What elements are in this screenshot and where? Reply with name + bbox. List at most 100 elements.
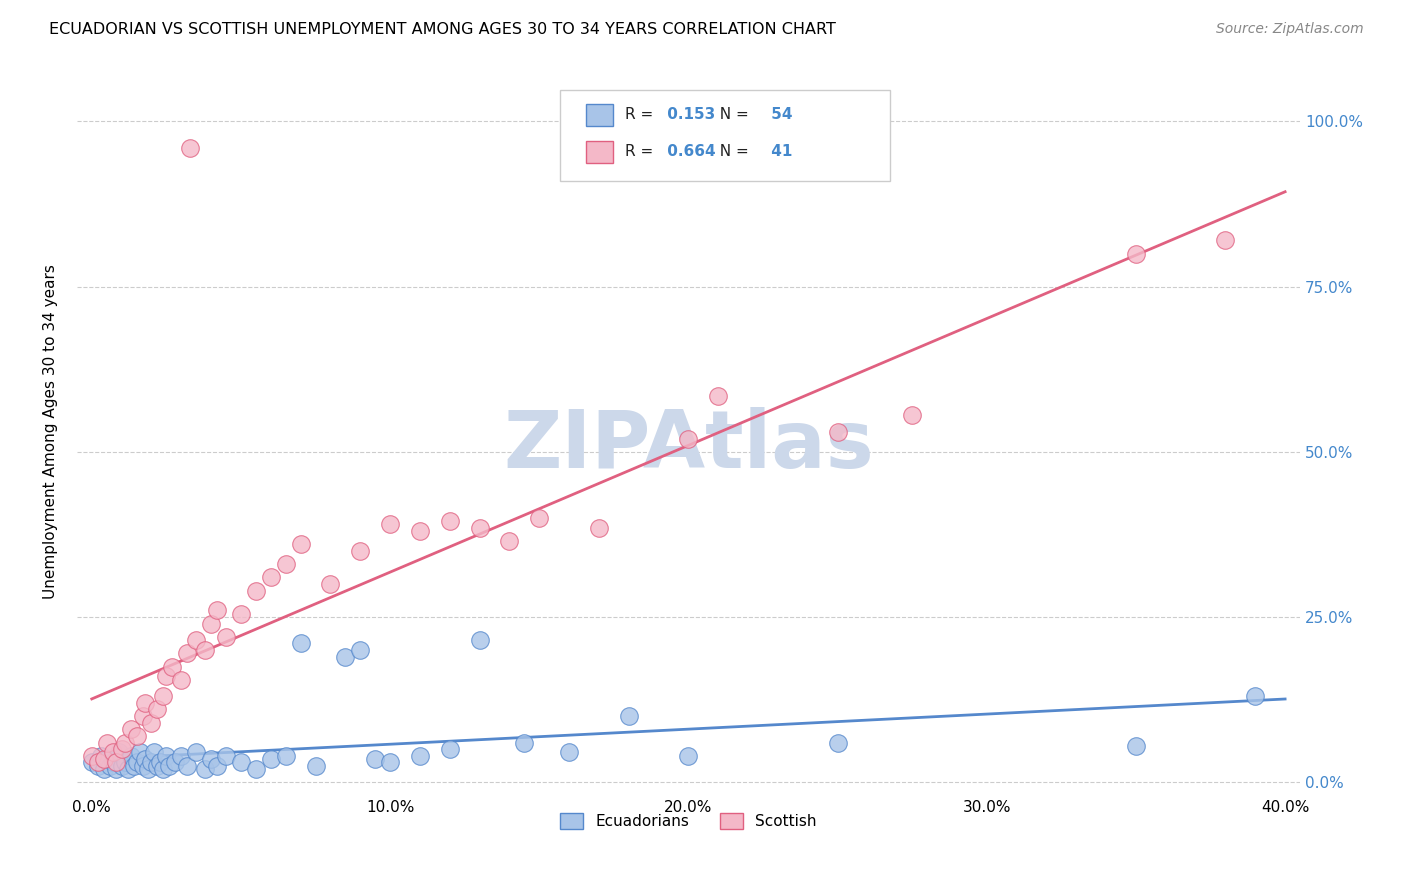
Point [245,583,267,598]
Point [96,735,118,749]
Point [260,570,283,584]
Point [149,756,172,770]
Point [87,758,110,772]
Point [176,646,198,660]
Point [111,758,134,772]
Point [114,756,136,770]
Point [87,756,110,770]
Point [125,729,148,743]
Point [290,537,312,551]
Text: R =: R = [624,145,658,159]
Point [678,748,700,763]
Point [439,514,461,528]
Point [378,756,401,770]
Point [186,633,208,648]
Point [274,557,297,571]
Legend: Ecuadorians, Scottish: Ecuadorians, Scottish [554,806,823,835]
Point [194,643,217,657]
Point [409,748,432,763]
Point [319,577,342,591]
Point [128,746,150,760]
Point [111,742,134,756]
FancyBboxPatch shape [586,104,613,126]
Point [143,746,166,760]
Point [155,669,177,683]
Point [588,521,610,535]
Point [152,762,174,776]
Point [364,752,387,766]
Point [558,746,581,760]
Point [170,673,193,687]
Point [468,633,491,648]
Point [131,758,153,772]
Point [409,524,432,538]
Point [104,756,127,770]
Point [96,752,118,766]
Point [707,389,730,403]
Point [290,636,312,650]
Point [678,432,700,446]
Point [901,409,924,423]
Point [529,511,551,525]
Point [157,758,180,772]
Point [1244,690,1267,704]
Point [349,643,371,657]
Point [93,762,115,776]
Point [304,758,326,772]
Point [122,758,145,772]
Y-axis label: Unemployment Among Ages 30 to 34 years: Unemployment Among Ages 30 to 34 years [44,265,58,599]
Text: N =: N = [710,107,754,122]
Point [378,517,401,532]
Text: 0.664: 0.664 [662,145,716,159]
Point [179,141,201,155]
Point [155,748,177,763]
Point [80,748,103,763]
Point [1125,739,1147,753]
Point [93,752,115,766]
Point [152,690,174,704]
Point [827,425,849,439]
Point [229,756,252,770]
Text: 54: 54 [765,107,792,122]
Point [439,742,461,756]
Point [131,709,153,723]
Point [194,762,217,776]
Point [215,748,238,763]
Point [165,756,187,770]
Point [229,607,252,621]
Point [107,746,129,760]
Point [349,544,371,558]
Point [134,696,156,710]
Point [245,762,267,776]
Point [186,746,208,760]
Point [498,533,520,548]
Point [101,746,124,760]
Text: R =: R = [624,107,658,122]
Point [215,630,238,644]
Point [468,521,491,535]
Point [117,762,139,776]
FancyBboxPatch shape [586,141,613,162]
Point [90,748,112,763]
Point [162,659,184,673]
Point [205,603,228,617]
Point [141,715,163,730]
Point [98,758,121,772]
FancyBboxPatch shape [560,90,890,181]
Text: ECUADORIAN VS SCOTTISH UNEMPLOYMENT AMONG AGES 30 TO 34 YEARS CORRELATION CHART: ECUADORIAN VS SCOTTISH UNEMPLOYMENT AMON… [49,22,837,37]
Point [176,758,198,772]
Point [80,756,103,770]
Point [141,756,163,770]
Point [146,758,169,772]
Text: 0.153: 0.153 [662,107,714,122]
Text: Source: ZipAtlas.com: Source: ZipAtlas.com [1216,22,1364,37]
Point [170,748,193,763]
Point [513,735,536,749]
Point [200,616,222,631]
Point [1125,246,1147,260]
Point [101,756,124,770]
Point [827,735,849,749]
Point [146,702,169,716]
Point [200,752,222,766]
Point [114,735,136,749]
